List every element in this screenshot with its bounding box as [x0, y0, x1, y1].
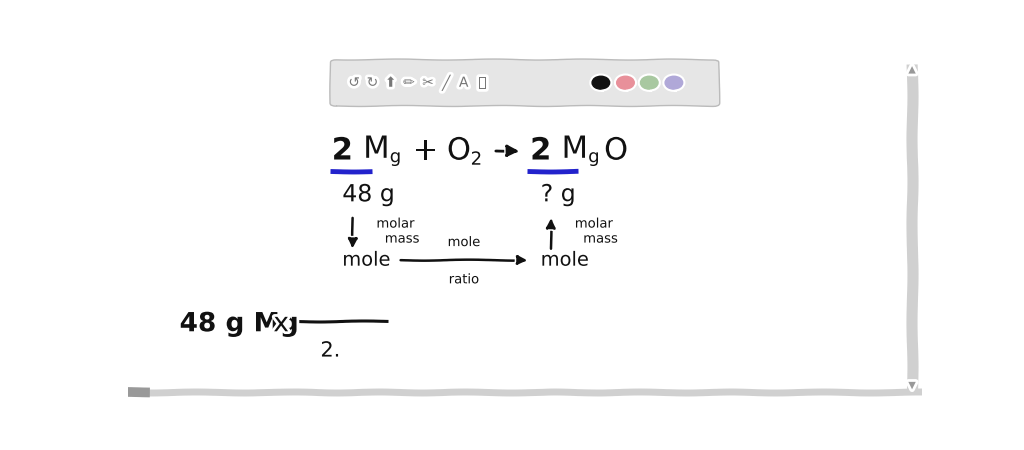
Text: +: + [413, 136, 438, 166]
Text: ratio: ratio [449, 273, 479, 286]
Text: ↻: ↻ [367, 76, 378, 90]
Text: M: M [364, 135, 389, 164]
Text: ✂: ✂ [422, 76, 434, 90]
Text: 48 g: 48 g [342, 182, 395, 207]
Text: O: O [604, 136, 628, 166]
Text: molar
  mass: molar mass [574, 218, 618, 246]
Ellipse shape [641, 76, 657, 89]
Text: O: O [446, 136, 471, 166]
Text: 2: 2 [471, 151, 482, 169]
Text: 2.: 2. [321, 341, 340, 360]
Text: molar
  mass: molar mass [377, 218, 420, 246]
Text: 48 g Mg: 48 g Mg [179, 311, 298, 337]
Text: ? g: ? g [541, 182, 575, 207]
Text: A: A [459, 76, 468, 90]
Ellipse shape [617, 76, 634, 89]
FancyBboxPatch shape [331, 59, 719, 106]
Ellipse shape [593, 76, 609, 89]
Text: mole: mole [447, 236, 480, 249]
Text: ╱: ╱ [442, 75, 451, 91]
Text: ⬆: ⬆ [385, 76, 396, 90]
Text: 2: 2 [332, 136, 353, 166]
Text: ▲: ▲ [908, 64, 915, 74]
Text: ▼: ▼ [908, 380, 915, 390]
Text: ⬛: ⬛ [478, 76, 487, 90]
Text: g: g [390, 148, 401, 166]
Text: g: g [588, 148, 599, 166]
Text: mole: mole [342, 251, 390, 270]
Text: mole: mole [541, 251, 589, 270]
Text: x: x [273, 311, 289, 337]
Text: ✏: ✏ [403, 76, 415, 90]
Ellipse shape [666, 76, 682, 89]
Text: 2: 2 [530, 136, 551, 166]
Text: ↺: ↺ [348, 76, 360, 90]
Text: M: M [561, 135, 588, 164]
